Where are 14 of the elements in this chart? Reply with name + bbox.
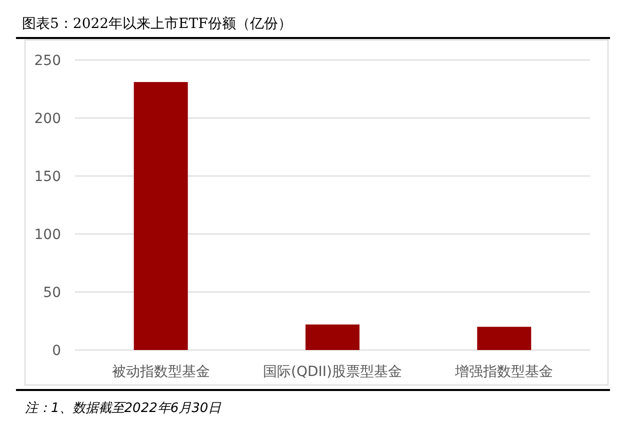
bar [306, 324, 360, 350]
x-tick-label: 增强指数型基金 [454, 364, 554, 380]
bar [477, 326, 532, 350]
chart-title: 图表5：2022年以来上市ETF份额（亿份） [22, 16, 292, 32]
x-tick-label: 被动指数型基金 [112, 364, 210, 380]
y-tick-label: 250 [34, 53, 61, 69]
y-tick-label: 100 [34, 227, 61, 243]
x-tick-label: 国际(QDII)股票型基金 [263, 364, 402, 380]
y-tick-label: 50 [43, 285, 61, 301]
y-tick-label: 150 [34, 169, 61, 185]
bar [134, 82, 188, 350]
y-tick-label: 0 [52, 343, 61, 359]
text: 注：1、数据截至2022年6月30日 [25, 401, 222, 416]
y-tick-label: 200 [34, 111, 61, 127]
